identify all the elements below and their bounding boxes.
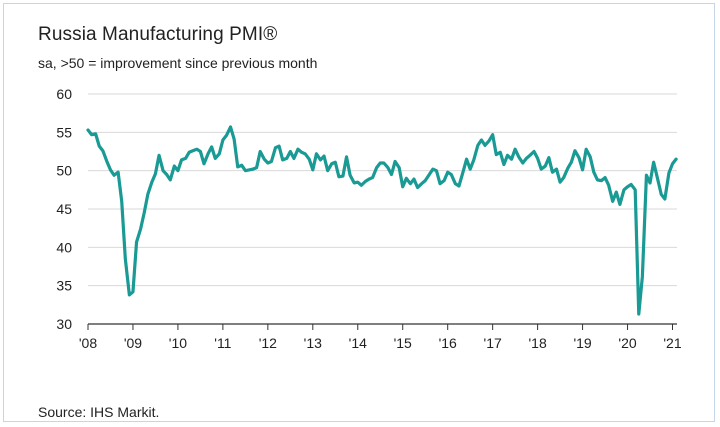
y-tick-label-35: 35 [56,278,72,294]
series-line-0 [86,125,678,316]
chart-subtitle: sa, >50 = improvement since previous mon… [38,55,318,71]
x-tick-label-2009: '09 [124,335,142,351]
x-tick-label-2010: '10 [169,335,187,351]
x-tick-label-2016: '16 [439,335,457,351]
chart-title: Russia Manufacturing PMI® [38,24,278,45]
y-axis-tick-labels: 30 35 40 45 50 55 60 [56,86,72,332]
gridlines [88,93,677,287]
y-tick-label-60: 60 [56,86,72,102]
x-tick-label-2015: '15 [394,335,412,351]
x-tick-label-2021: '21 [663,335,681,351]
y-tick-label-50: 50 [56,163,72,179]
x-axis [87,323,677,330]
x-tick-label-2020: '20 [618,335,636,351]
x-tick-label-2018: '18 [528,335,546,351]
x-tick-label-2014: '14 [349,335,367,351]
x-tick-label-2011: '11 [214,335,231,351]
y-tick-label-45: 45 [56,201,72,217]
x-tick-label-2012: '12 [259,335,277,351]
source-note: Source: IHS Markit. [38,404,160,420]
x-tick-label-2008: '08 [79,335,97,351]
series-layer [86,125,678,316]
x-tick-label-2013: '13 [304,335,322,351]
y-tick-label-30: 30 [56,316,72,332]
y-tick-label-40: 40 [56,239,72,255]
x-tick-label-2017: '17 [484,335,502,351]
x-axis-tick-labels: '08 '09 '10 '11 '12 '13 '14 '15 '16 '17 '18 '19 '20 '… [79,335,682,351]
x-tick-label-2019: '19 [573,335,591,351]
y-tick-label-55: 55 [56,124,72,140]
